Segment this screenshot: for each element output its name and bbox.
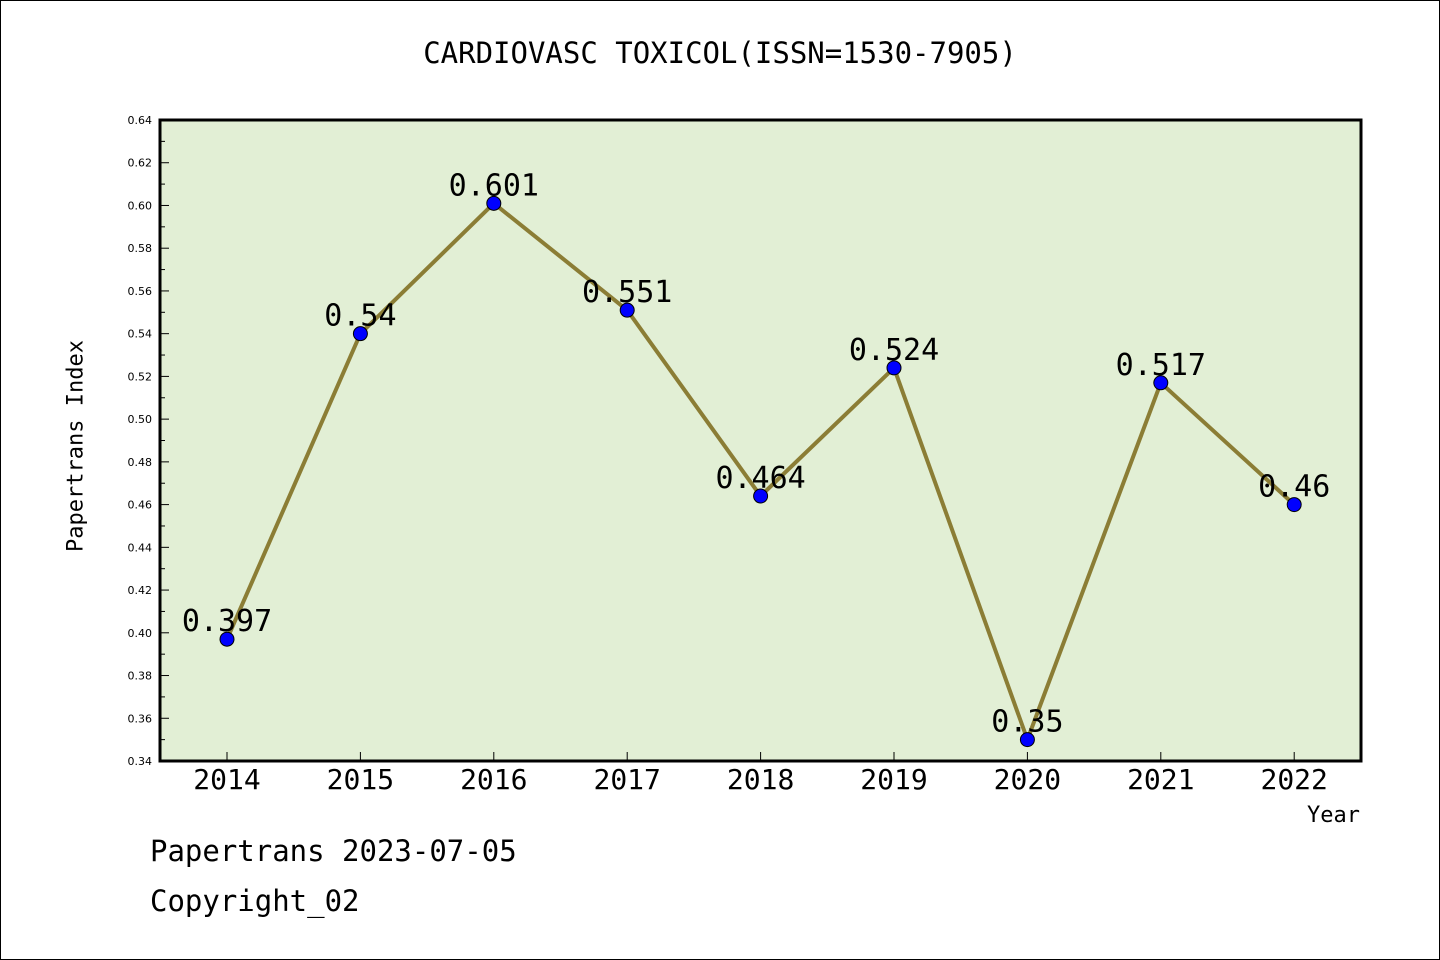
data-point xyxy=(219,631,235,647)
y-tick-label: 0.60 xyxy=(128,199,153,212)
y-tick-label: 0.62 xyxy=(128,157,153,170)
data-label: 0.517 xyxy=(1116,348,1206,383)
y-axis-ticks: 0.34 0.36 0.38 0.40 0.42 0.44 0.46 0.48 0.50 0.52… xyxy=(128,114,169,768)
chart-title: CARDIOVASC TOXICOL(ISSN=1530-7905) xyxy=(423,36,1017,70)
data-point xyxy=(619,302,635,318)
x-tick-label: 2020 xyxy=(994,763,1061,796)
y-tick-label: 0.58 xyxy=(128,242,153,255)
x-tick-label: 2018 xyxy=(727,763,794,796)
data-label: 0.54 xyxy=(324,299,396,334)
x-tick-label: 2019 xyxy=(860,763,927,796)
x-tick-label: 2014 xyxy=(193,763,260,796)
y-tick-label: 0.34 xyxy=(128,755,153,768)
y-tick-label: 0.40 xyxy=(128,627,153,640)
data-point xyxy=(886,360,902,376)
y-tick-label: 0.48 xyxy=(128,456,153,469)
data-point xyxy=(486,195,502,211)
data-point xyxy=(1019,732,1035,748)
x-tick-label: 2021 xyxy=(1127,763,1194,796)
data-point xyxy=(352,326,368,342)
x-axis-label: Year xyxy=(1307,803,1360,828)
footer-date: Papertrans 2023-07-05 xyxy=(150,834,517,868)
data-points xyxy=(219,195,1302,748)
x-tick-label: 2017 xyxy=(593,763,660,796)
data-label: 0.397 xyxy=(182,604,272,639)
y-tick-label: 0.44 xyxy=(128,541,153,554)
data-label: 0.524 xyxy=(849,333,939,368)
data-point xyxy=(1153,375,1169,391)
y-tick-label: 0.50 xyxy=(128,413,153,426)
y-tick-label: 0.64 xyxy=(128,114,153,127)
data-label: 0.464 xyxy=(715,461,805,496)
data-labels: 0.397 0.54 0.601 0.551 0.464 0.524 0.35 0.517 0.… xyxy=(182,168,1330,739)
data-label: 0.46 xyxy=(1258,470,1330,505)
footer-copyright: Copyright_02 xyxy=(150,884,360,918)
y-tick-label: 0.42 xyxy=(128,584,153,597)
y-tick-label: 0.46 xyxy=(128,499,153,512)
y-tick-label: 0.38 xyxy=(128,670,153,683)
data-point xyxy=(1286,497,1302,513)
y-tick-label: 0.56 xyxy=(128,285,153,298)
data-point xyxy=(753,488,769,504)
plot-area xyxy=(158,118,1363,763)
data-label: 0.601 xyxy=(449,168,539,203)
x-tick-label: 2022 xyxy=(1260,763,1327,796)
y-tick-label: 0.36 xyxy=(128,712,153,725)
x-tick-label: 2015 xyxy=(327,763,394,796)
data-label: 0.551 xyxy=(582,275,672,310)
y-tick-label: 0.54 xyxy=(128,328,153,341)
x-tick-label: 2016 xyxy=(460,763,527,796)
y-tick-label: 0.52 xyxy=(128,370,153,383)
x-axis-ticks: 2014 2015 2016 2017 2018 2019 2020 2021 2022 xyxy=(193,752,1328,796)
data-label: 0.35 xyxy=(991,705,1063,740)
